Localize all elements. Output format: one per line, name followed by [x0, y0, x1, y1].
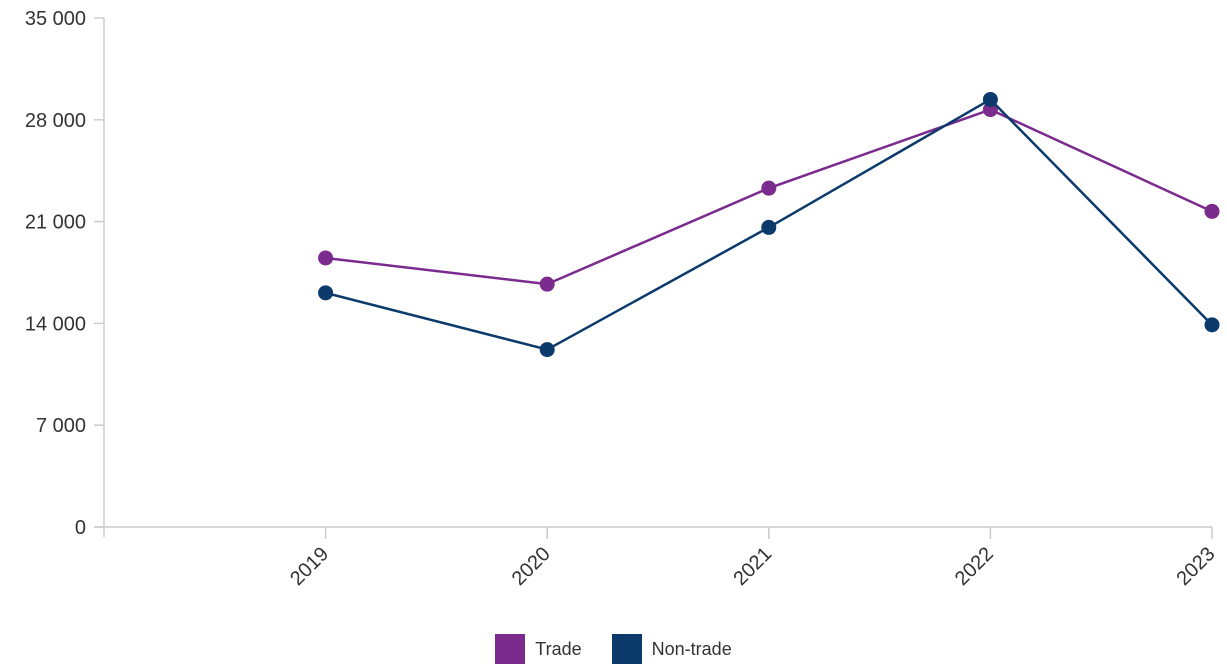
legend-label-trade: Trade [535, 638, 582, 659]
data-point-trade[interactable] [318, 250, 334, 266]
data-point-trade[interactable] [761, 180, 777, 196]
data-point-non-trade[interactable] [539, 342, 555, 358]
legend: Trade Non-trade [0, 634, 1227, 664]
x-tick-label: 2019 [286, 543, 333, 590]
y-tick-label: 21 000 [25, 212, 86, 234]
legend-swatch-trade [495, 634, 526, 664]
data-point-non-trade[interactable] [761, 219, 777, 235]
series-line-trade [325, 108, 1213, 286]
data-point-non-trade[interactable] [982, 91, 998, 107]
legend-item-trade[interactable]: Trade [495, 634, 582, 664]
data-point-trade[interactable] [539, 276, 555, 292]
data-point-non-trade[interactable] [318, 285, 334, 301]
y-tick-label: 14 000 [25, 313, 86, 335]
legend-swatch-non-trade [611, 634, 642, 664]
x-tick-label: 2023 [1173, 543, 1220, 590]
data-point-trade[interactable] [1204, 203, 1220, 219]
y-tick-label: 0 [75, 517, 86, 539]
legend-item-non-trade[interactable]: Non-trade [611, 634, 732, 664]
line-chart: 0 7 000 14 000 21 000 28 000 35 000 2019 2020 20… [25, 8, 1220, 590]
y-tick-label: 7 000 [36, 415, 86, 437]
data-point-non-trade[interactable] [1204, 317, 1220, 333]
y-tick-label: 35 000 [25, 8, 86, 30]
x-tick-label: 2022 [951, 543, 998, 590]
x-tick-label: 2021 [729, 543, 776, 590]
x-tick-label: 2020 [508, 543, 555, 590]
legend-label-non-trade: Non-trade [651, 638, 732, 659]
y-tick-label: 28 000 [25, 110, 86, 132]
